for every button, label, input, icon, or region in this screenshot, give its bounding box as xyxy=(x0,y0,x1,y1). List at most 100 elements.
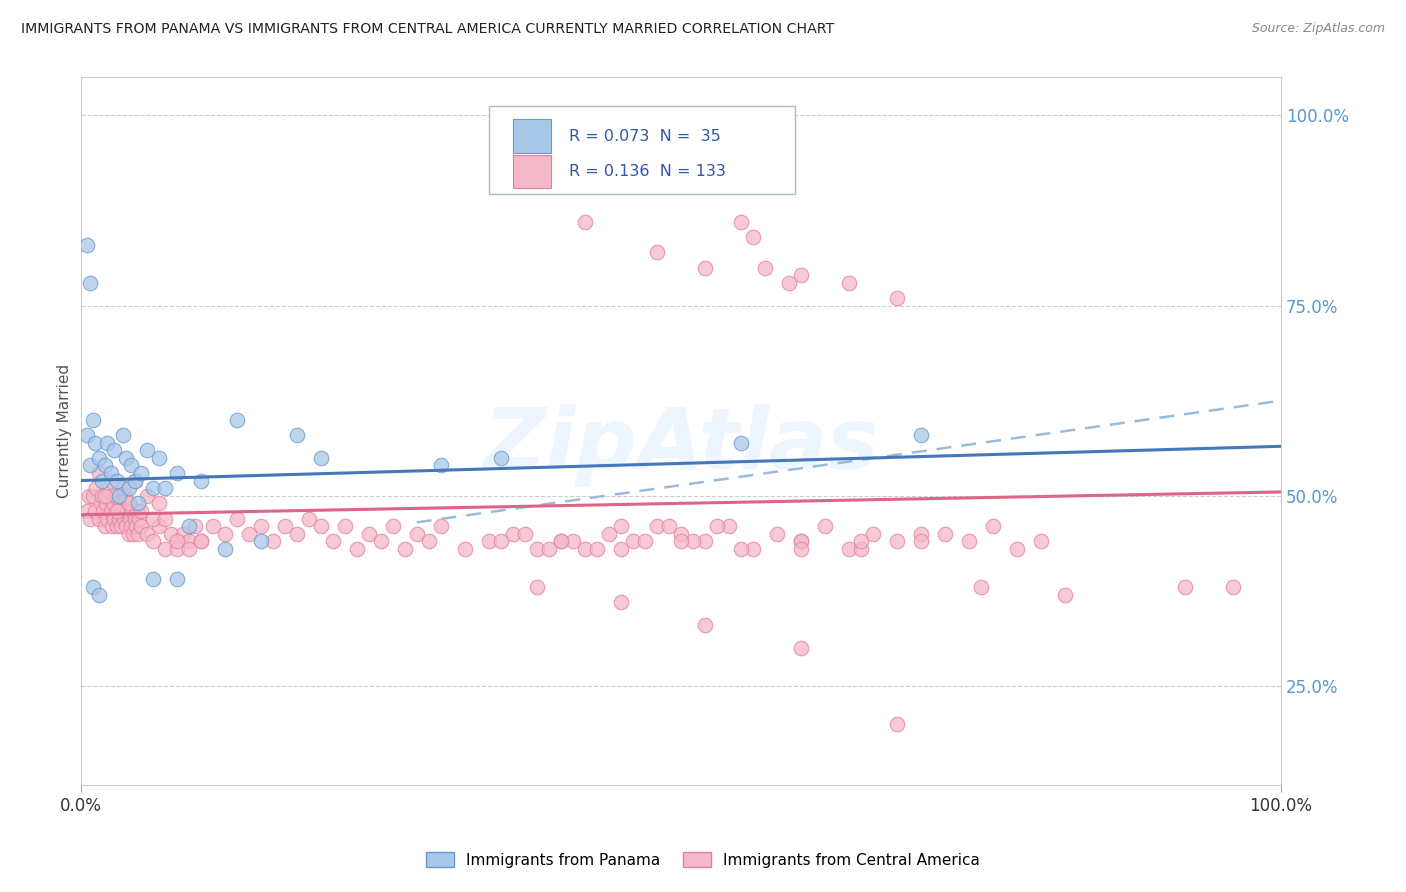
Point xyxy=(110,519,132,533)
Point xyxy=(645,245,668,260)
Point xyxy=(82,489,104,503)
Point xyxy=(183,519,205,533)
Point xyxy=(105,519,128,533)
Point xyxy=(101,496,124,510)
Point xyxy=(526,580,548,594)
Point xyxy=(357,526,380,541)
Point xyxy=(550,534,572,549)
Point xyxy=(526,541,548,556)
Point xyxy=(124,511,146,525)
Point xyxy=(634,534,657,549)
Point xyxy=(112,511,135,525)
Point xyxy=(141,534,163,549)
Point xyxy=(108,489,131,503)
Point xyxy=(790,534,813,549)
Point xyxy=(76,428,98,442)
Point xyxy=(125,504,148,518)
Point xyxy=(730,215,752,229)
Point xyxy=(814,519,837,533)
Point xyxy=(1029,534,1052,549)
Point xyxy=(79,276,101,290)
Point xyxy=(957,534,980,549)
Point xyxy=(159,526,181,541)
Point xyxy=(309,519,332,533)
Point xyxy=(129,504,152,518)
Point xyxy=(166,541,188,556)
FancyBboxPatch shape xyxy=(513,154,551,188)
Point xyxy=(849,534,872,549)
Point xyxy=(87,466,110,480)
Point xyxy=(120,458,142,473)
Point xyxy=(693,534,716,549)
Point xyxy=(249,534,271,549)
Point xyxy=(77,489,100,503)
Point xyxy=(117,496,139,510)
Point xyxy=(574,541,596,556)
Point xyxy=(120,519,142,533)
Point xyxy=(741,230,763,244)
Point xyxy=(225,511,247,525)
Point xyxy=(574,215,596,229)
Point xyxy=(693,260,716,275)
Point xyxy=(741,541,763,556)
Text: IMMIGRANTS FROM PANAMA VS IMMIGRANTS FROM CENTRAL AMERICA CURRENTLY MARRIED CORR: IMMIGRANTS FROM PANAMA VS IMMIGRANTS FRO… xyxy=(21,22,834,37)
Point xyxy=(79,458,101,473)
Point xyxy=(128,511,150,525)
Point xyxy=(790,534,813,549)
Point xyxy=(910,428,932,442)
Point xyxy=(121,504,143,518)
Point xyxy=(117,526,139,541)
Legend: Immigrants from Panama, Immigrants from Central America: Immigrants from Panama, Immigrants from … xyxy=(419,844,987,875)
Point xyxy=(148,496,170,510)
Point xyxy=(93,489,115,503)
Point xyxy=(273,519,295,533)
Text: Source: ZipAtlas.com: Source: ZipAtlas.com xyxy=(1251,22,1385,36)
Point xyxy=(838,541,860,556)
Point xyxy=(394,541,416,556)
Point xyxy=(111,428,134,442)
Point xyxy=(778,276,800,290)
Point xyxy=(621,534,644,549)
Point xyxy=(886,717,908,731)
Point xyxy=(285,428,308,442)
Point xyxy=(82,580,104,594)
Point xyxy=(309,450,332,465)
FancyBboxPatch shape xyxy=(513,120,551,153)
Point xyxy=(91,489,114,503)
Point xyxy=(114,489,136,503)
Point xyxy=(285,526,308,541)
Point xyxy=(790,640,813,655)
Point xyxy=(585,541,607,556)
Point xyxy=(849,541,872,556)
Point xyxy=(103,511,125,525)
Point xyxy=(118,511,141,525)
Point xyxy=(214,541,236,556)
Point xyxy=(730,435,752,450)
Point xyxy=(489,450,512,465)
Y-axis label: Currently Married: Currently Married xyxy=(58,364,72,498)
Point xyxy=(141,481,163,495)
Point xyxy=(100,519,122,533)
Point xyxy=(115,450,138,465)
Point xyxy=(87,511,110,525)
Point xyxy=(429,519,451,533)
Point xyxy=(91,504,114,518)
Point xyxy=(91,474,114,488)
Point xyxy=(645,519,668,533)
Point xyxy=(730,541,752,556)
Point xyxy=(609,595,631,609)
Point xyxy=(910,534,932,549)
Text: R = 0.073  N =  35: R = 0.073 N = 35 xyxy=(569,128,721,144)
Point xyxy=(141,511,163,525)
Point xyxy=(790,268,813,283)
Point xyxy=(346,541,368,556)
Point xyxy=(127,496,149,510)
Point xyxy=(108,511,131,525)
Point xyxy=(214,526,236,541)
Point xyxy=(489,534,512,549)
Point xyxy=(124,474,146,488)
Point xyxy=(79,511,101,525)
Point xyxy=(201,519,224,533)
Point xyxy=(111,481,134,495)
Point xyxy=(148,450,170,465)
